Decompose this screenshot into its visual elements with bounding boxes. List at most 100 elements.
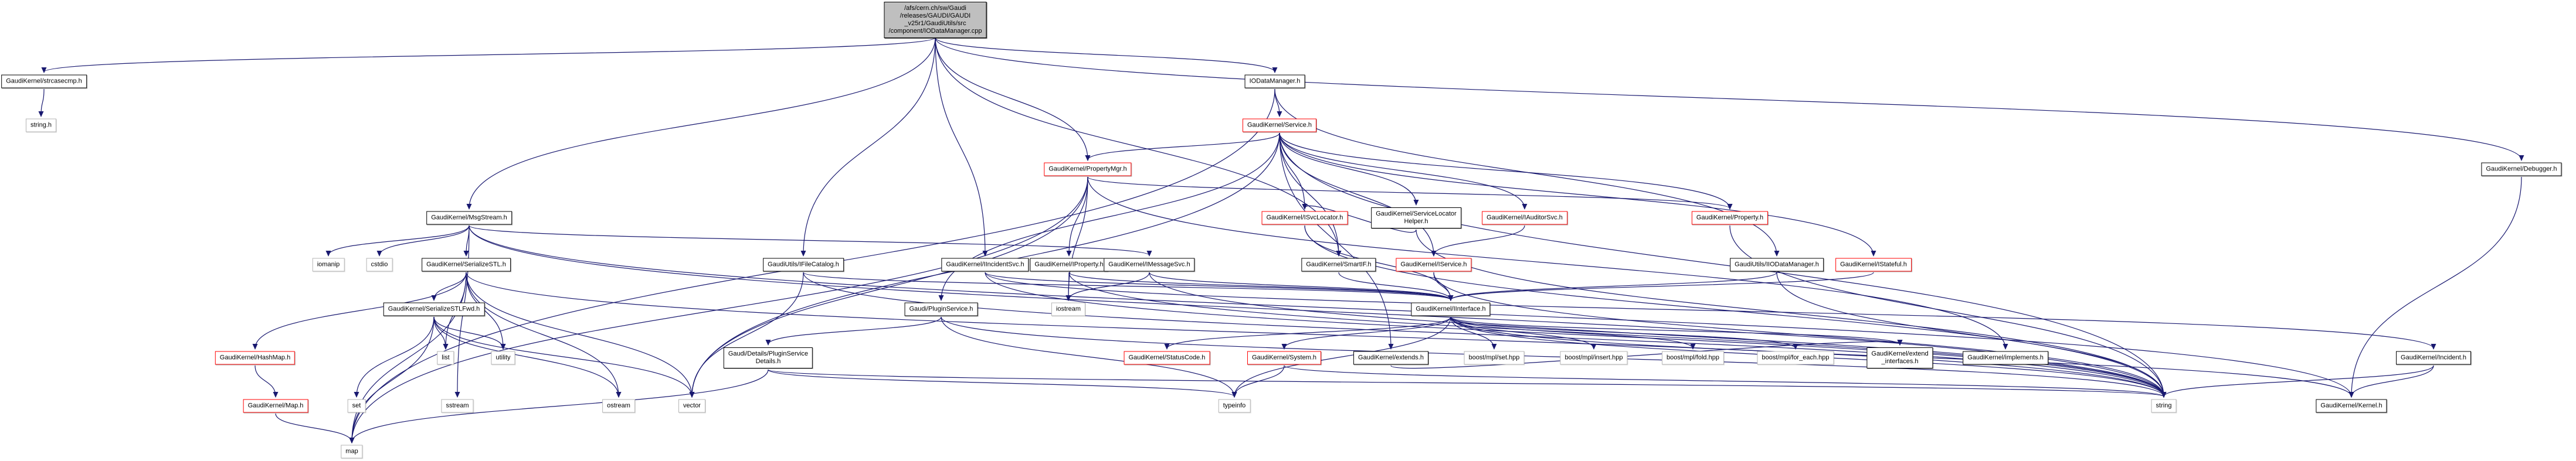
node-root: /afs/cern.ch/sw/Gaudi /releases/GAUDI/GA… [884,2,987,38]
edge-serializestlfwd-to-map [349,316,435,443]
edge-iincidentsvc-to-iinterface [985,272,1454,301]
edge-system-to-typeinfo [1231,365,1285,398]
node-system[interactable]: GaudiKernel/System.h [1247,351,1322,365]
edge-iproperty-to-iinterface [1068,272,1454,301]
edge-root-to-msgstream [466,37,936,210]
edge-iproperty-to-string [1068,272,2167,398]
node-propertymgr[interactable]: GaudiKernel/PropertyMgr.h [1044,162,1132,176]
edge-extends-to-extendifaces [1390,339,1903,369]
node-ifilecatalog[interactable]: GaudiUtils/IFileCatalog.h [763,258,844,272]
edge-imessagesvc-to-iinterface [1149,272,1454,301]
node-psdetails[interactable]: Gaudi/Details/PluginService Details.h [723,347,813,368]
edge-serializestl-to-utility [466,272,506,350]
node-iostream: iostream [1051,302,1086,316]
node-debugger[interactable]: GaudiKernel/Debugger.h [2481,162,2562,176]
edge-system-to-string [1284,365,2167,398]
node-utility: utility [491,351,515,365]
edge-root-to-propertymgr [935,37,1091,161]
node-iproperty[interactable]: GaudiKernel/IProperty.h [1030,258,1108,272]
edge-iinterface-to-typeinfo [1231,316,1451,398]
edge-msgstream-to-kernel [469,225,2354,398]
edge-propertymgr-to-property [1087,176,1733,210]
edge-service-to-isvclocator [1279,132,1308,210]
edge-service-to-propertymgr [1085,132,1280,161]
node-extendifaces[interactable]: GaudiKernel/extend _interfaces.h [1866,347,1933,368]
edge-iinterface-to-statuscode [1164,316,1451,350]
edge-istateful-to-iinterface [1448,272,1874,301]
node-implements[interactable]: GaudiKernel/implements.h [1963,351,2048,365]
node-mplfold: boost/mpl/fold.hpp [1662,351,1724,365]
node-smartif[interactable]: GaudiKernel/SmartIF.h [1301,258,1376,272]
edge-serializestlfwd-to-vector [433,316,695,398]
edge-serializestl-to-string [466,272,2167,398]
edge-msgstream-to-iomanip [325,225,470,257]
edge-service-to-smartif [1279,132,1342,257]
node-service[interactable]: GaudiKernel/Service.h [1242,118,1317,132]
node-iservice[interactable]: GaudiKernel/IService.h [1396,258,1472,272]
node-extends[interactable]: GaudiKernel/extends.h [1353,351,1428,365]
edge-iincidentsvc-to-string [985,272,2167,398]
node-serializestlfwd[interactable]: GaudiKernel/SerializeSTLFwd.h [383,302,485,316]
edge-psdetails-to-map [349,369,769,443]
edge-incident-to-string [2161,365,2434,398]
edge-mapgaudi-to-map [275,413,355,443]
edge-serializestlfwd-to-set [354,316,435,398]
node-statuscode[interactable]: GaudiKernel/StatusCode.h [1124,351,1210,365]
node-string: string [2151,399,2177,413]
node-incident[interactable]: GaudiKernel/Incident.h [2396,351,2471,365]
edge-root-to-debugger [935,37,2524,161]
node-slhelper[interactable]: GaudiKernel/ServiceLocator Helper.h [1371,207,1461,228]
node-iauditorsvc[interactable]: GaudiKernel/IAuditorSvc.h [1482,211,1567,225]
node-msgstream[interactable]: GaudiKernel/MsgStream.h [426,211,512,225]
node-serializestl[interactable]: GaudiKernel/SerializeSTL.h [422,258,511,272]
edge-root-to-strcasecmp [41,37,936,73]
edge-iinterface-to-mplinsert [1450,316,1597,350]
edge-service-to-iservice [1279,132,1437,257]
node-ostream: ostream [602,399,635,413]
node-set: set [347,399,366,413]
node-mplset: boost/mpl/set.hpp [1464,351,1525,365]
node-hashmap[interactable]: GaudiKernel/HashMap.h [215,351,296,365]
edge-service-to-slhelper [1279,132,1419,206]
node-vector: vector [678,399,705,413]
edge-pluginservice-to-string [941,316,2167,398]
edge-iinterface-to-mplset [1450,316,1497,350]
edge-service-to-istateful [1279,132,1876,257]
node-iomanip: iomanip [312,258,345,272]
edge-propertymgr-to-implements [1087,176,2008,350]
node-imessagesvc[interactable]: GaudiKernel/IMessageSvc.h [1104,258,1195,272]
edge-service-to-property [1279,132,1733,210]
edge-service-to-string [1279,132,2167,398]
node-property[interactable]: GaudiKernel/Property.h [1691,211,1769,225]
node-iodatamanager-h[interactable]: IODataManager.h [1244,74,1305,88]
node-mapgaudi[interactable]: GaudiKernel/Map.h [243,399,308,413]
edge-strcasecmp-to-string_h [38,88,45,117]
node-sstream: sstream [441,399,474,413]
node-cstdio: cstdio [366,258,393,272]
edge-psdetails-to-string [768,369,2166,398]
edge-iinterface-to-system [1281,316,1451,350]
edge-iauditorsvc-to-iservice [1431,225,1525,257]
node-iiodatamanager[interactable]: GaudiUtils/IIODataManager.h [1730,258,1824,272]
node-iinterface[interactable]: GaudiKernel/IInterface.h [1411,302,1491,316]
node-typeinfo: typeinfo [1218,399,1251,413]
node-strcasecmp[interactable]: GaudiKernel/strcasecmp.h [1,74,87,88]
edge-serializestl-to-hashmap [252,272,467,350]
edge-ifilecatalog-to-vector [689,272,804,398]
node-iincidentsvc[interactable]: GaudiKernel/IIncidentSvc.h [941,258,1029,272]
edge-service-to-extends [1279,132,1394,350]
edge-serializestl-to-ostream [466,272,622,398]
node-pluginservice[interactable]: Gaudi/PluginService.h [904,302,978,316]
edge-smartif-to-iinterface [1338,272,1454,301]
edge-serializestl-to-serializestlfwd [431,272,467,301]
node-istateful[interactable]: GaudiKernel/IStateful.h [1835,258,1912,272]
node-kernel[interactable]: GaudiKernel/Kernel.h [2316,399,2387,413]
node-isvclocator[interactable]: GaudiKernel/ISvcLocator.h [1261,211,1348,225]
node-mplforeach: boost/mpl/for_each.hpp [1757,351,1834,365]
edge-hashmap-to-mapgaudi [254,365,279,398]
node-map: map [341,445,363,459]
edge-serializestlfwd-to-utility [433,316,506,350]
node-string-h: string.h [25,118,57,132]
